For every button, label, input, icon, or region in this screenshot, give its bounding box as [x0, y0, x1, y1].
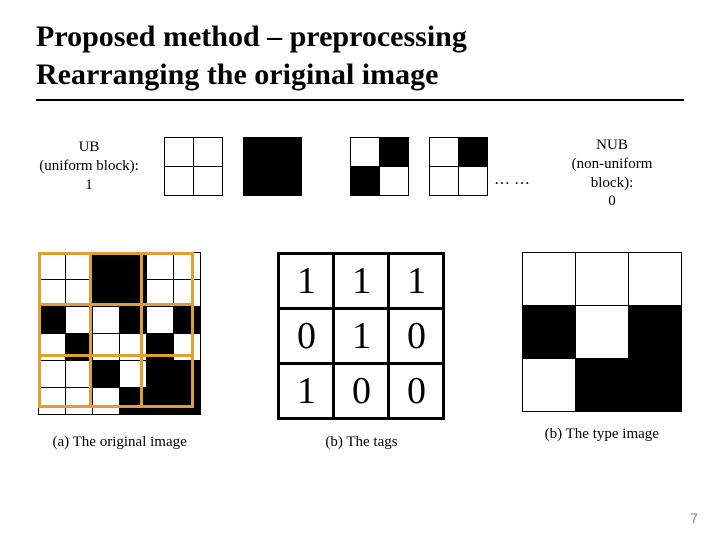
mini-grid-nub-one [429, 137, 488, 196]
nub-l1: NUB [596, 137, 628, 153]
ub-l3: 1 [85, 177, 93, 193]
title-line-1: Proposed method – preprocessing [36, 20, 467, 53]
panels-row: (a) The original image 111010100 (b) The… [0, 252, 720, 451]
original-image-grid [38, 252, 201, 415]
mini-grid-ub-white [164, 137, 223, 196]
title-line-2: Rearranging the original image [36, 58, 438, 91]
panel-b-caption: (b) The tags [277, 434, 445, 451]
type-image-grid [522, 252, 682, 412]
nub-l4: 0 [608, 193, 616, 209]
tags-grid: 111010100 [277, 252, 445, 420]
example-row: UB (uniform block): 1 … … NUB (non-unifo… [0, 122, 720, 211]
nub-l3: block): [591, 175, 634, 191]
nub-label: NUB (non-uniform block): 0 [542, 136, 682, 211]
ellipsis: … … [494, 171, 530, 189]
panel-c-caption: (b) The type image [522, 426, 682, 443]
title-underline [36, 99, 684, 101]
ub-l1: UB [79, 139, 100, 155]
panel-b: 111010100 (b) The tags [277, 252, 445, 451]
mini-grid-nub-diag [350, 137, 409, 196]
panel-a-caption: (a) The original image [38, 434, 201, 451]
mini-grid-ub-black [243, 137, 302, 196]
page-number: 7 [690, 510, 698, 526]
panel-c: (b) The type image [522, 252, 682, 443]
nub-l2: (non-uniform [572, 156, 653, 172]
panel-a: (a) The original image [38, 252, 201, 451]
ub-label: UB (uniform block): 1 [14, 138, 164, 194]
ub-l2: (uniform block): [39, 158, 139, 174]
